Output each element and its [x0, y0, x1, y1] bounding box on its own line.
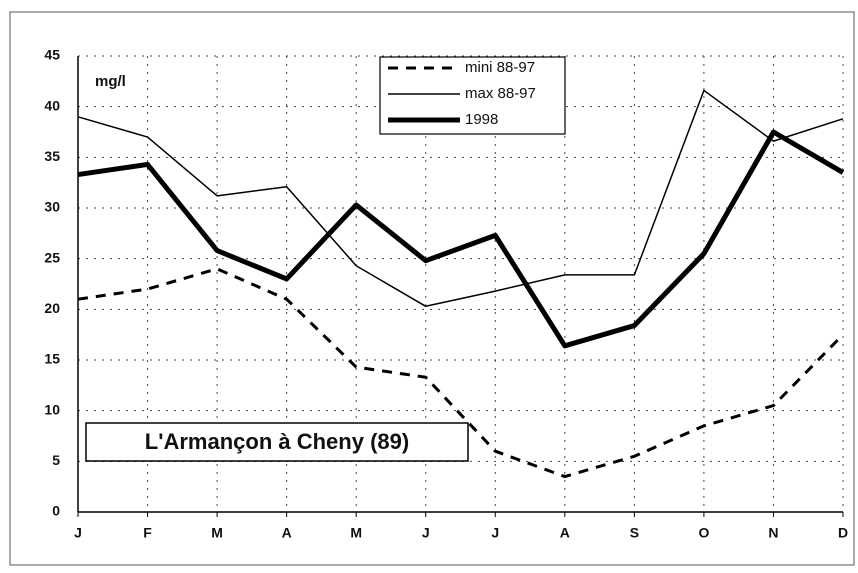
x-tick-label: F [143, 525, 152, 541]
x-tick-label: M [211, 525, 223, 541]
y-tick-label: 20 [44, 300, 60, 316]
x-tick-label: O [698, 525, 709, 541]
legend-label: 1998 [465, 111, 498, 128]
legend [379, 56, 566, 135]
line-series [77, 89, 844, 308]
x-tick-label: A [282, 525, 292, 541]
x-tick-label: J [74, 525, 82, 541]
y-tick-label: 25 [44, 249, 60, 265]
y-tick-label: 45 [44, 47, 60, 63]
x-tick-label: J [491, 525, 499, 541]
x-tick-label: J [422, 525, 430, 541]
y-tick-label: 0 [52, 503, 60, 519]
line-series [77, 267, 845, 479]
x-tick-label: A [560, 525, 570, 541]
y-tick-label: 40 [44, 97, 60, 113]
annotation: L'Armançon à Cheny (89) [145, 429, 409, 454]
line-series [77, 129, 845, 349]
legend-label: max 88-97 [465, 85, 536, 102]
y-tick-label: 10 [44, 401, 60, 417]
frame [9, 11, 855, 566]
y-tick-label: 30 [44, 199, 60, 215]
unit-label: mg/l [95, 73, 126, 90]
annotation-box [85, 422, 469, 462]
legend-label: mini 88-97 [465, 59, 535, 76]
y-tick-label: 15 [44, 351, 60, 367]
x-tick-label: M [350, 525, 362, 541]
y-tick-label: 5 [52, 452, 60, 468]
x-tick-label: S [630, 525, 639, 541]
y-tick-label: 35 [44, 148, 60, 164]
x-tick-label: N [768, 525, 778, 541]
x-tick-label: D [838, 525, 848, 541]
